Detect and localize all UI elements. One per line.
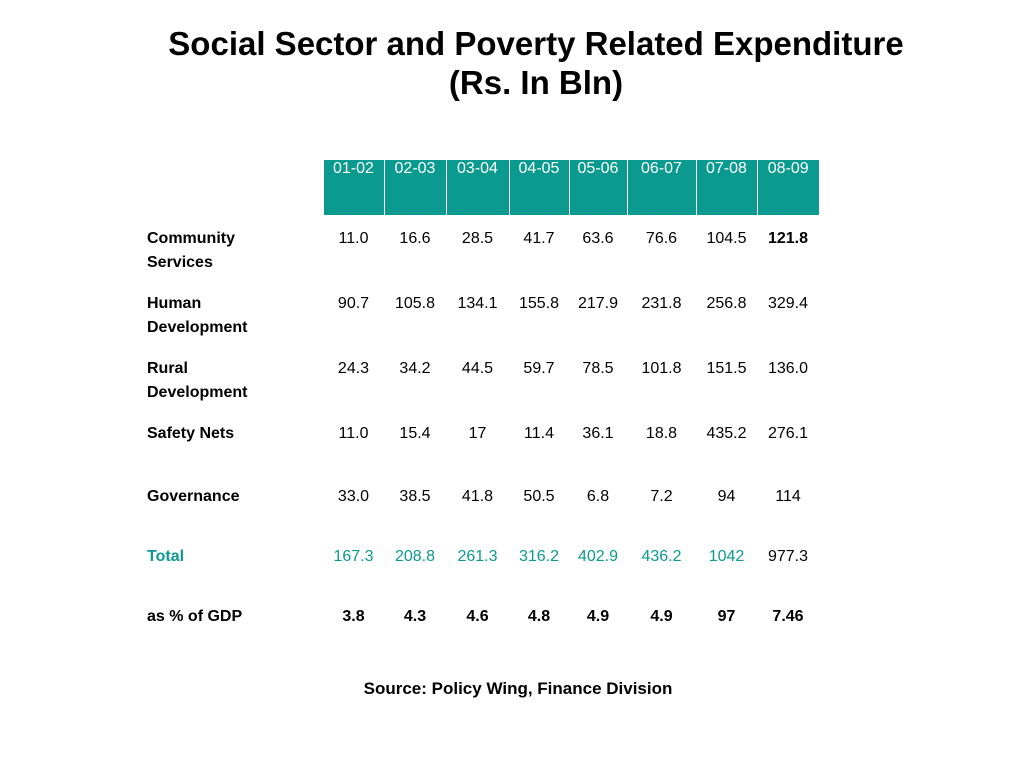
- value-cell: 155.8: [518, 295, 560, 312]
- value-cell: 4.9: [650, 608, 673, 625]
- value-cell: 329.4: [767, 295, 809, 312]
- value-cell: 435.2: [706, 425, 747, 442]
- row-label: as % of GDP: [147, 608, 243, 625]
- header-empty-cell: [147, 160, 323, 215]
- source-note: Source: Policy Wing, Finance Division: [363, 679, 673, 698]
- year-header: 08-09: [756, 160, 819, 215]
- row-label: Safety Nets: [147, 425, 235, 442]
- table-row-rural-development: Rural Development 24.3 34.2 44.5 59.7 78…: [147, 345, 819, 410]
- value-cell: 11.4: [524, 425, 554, 442]
- value-cell: 4.6: [466, 608, 489, 625]
- value-cell: 11.0: [338, 425, 369, 442]
- value-cell: 136.0: [767, 360, 809, 377]
- value-cell: 41.8: [461, 488, 494, 505]
- value-cell: 4.3: [403, 608, 427, 625]
- value-cell: 11.0: [338, 230, 369, 247]
- value-cell: 50.5: [523, 488, 555, 505]
- value-cell: 24.3: [337, 360, 370, 377]
- year-header: 05-06: [568, 160, 627, 215]
- value-cell: 17: [468, 425, 487, 442]
- title-line-1: Social Sector and Poverty Related Expend…: [168, 25, 904, 62]
- value-cell: 1042: [708, 548, 745, 565]
- value-cell: 59.7: [523, 360, 555, 377]
- value-cell: 90.7: [337, 295, 370, 312]
- value-cell: 6.8: [586, 488, 610, 505]
- value-cell: 151.5: [706, 360, 747, 377]
- value-cell: 217.9: [577, 295, 619, 312]
- year-header: 01-02: [322, 160, 384, 215]
- value-cell: 316.2: [518, 548, 560, 565]
- value-cell: 402.9: [577, 548, 619, 565]
- row-label-line-2: Services: [147, 254, 213, 271]
- value-cell: 44.5: [461, 360, 494, 377]
- value-cell: 33.0: [337, 488, 370, 505]
- value-cell: 63.6: [582, 230, 614, 247]
- value-cell: 16.6: [399, 230, 431, 247]
- value-cell: 276.1: [767, 425, 809, 442]
- header-row: 01-02 02-03 03-04 04-05 05-06 06-07 07-0…: [147, 160, 819, 215]
- row-label-line-2: Development: [147, 319, 248, 336]
- value-cell: 78.5: [582, 360, 614, 377]
- value-cell: 15.4: [399, 425, 431, 442]
- row-label: Community Services: [147, 215, 323, 280]
- value-cell: 208.8: [394, 548, 436, 565]
- year-header: 03-04: [445, 160, 509, 215]
- table-row-gdp-percent: as % of GDP 3.8 4.3 4.6 4.8 4.9 4.9 97 7…: [147, 595, 819, 655]
- year-header: 06-07: [626, 160, 696, 215]
- value-cell: 4.9: [586, 608, 610, 625]
- value-cell: 167.3: [333, 548, 374, 565]
- value-cell: 104.5: [706, 230, 747, 247]
- value-cell: 18.8: [645, 425, 678, 442]
- row-label: Human Development: [147, 280, 323, 345]
- table-row-community-services: Community Services 11.0 16.6 28.5 41.7 6…: [147, 215, 819, 280]
- year-header: 02-03: [383, 160, 446, 215]
- value-cell: 36.1: [582, 425, 614, 442]
- row-label: Governance: [147, 488, 240, 505]
- value-cell: 7.46: [772, 608, 804, 625]
- title-line-2: (Rs. In Bln): [448, 64, 624, 101]
- row-label-line-1: Community: [147, 230, 235, 247]
- expenditure-table: 01-02 02-03 03-04 04-05 05-06 06-07 07-0…: [147, 160, 819, 655]
- value-cell: 977.3: [767, 548, 809, 565]
- table-row-governance: Governance 33.0 38.5 41.8 50.5 6.8 7.2 9…: [147, 475, 819, 535]
- table-row-total: Total 167.3 208.8 261.3 316.2 402.9 436.…: [147, 535, 819, 595]
- value-cell: 101.8: [641, 360, 682, 377]
- value-cell: 34.2: [399, 360, 431, 377]
- value-cell: 231.8: [641, 295, 682, 312]
- row-label-line-2: Development: [147, 384, 248, 401]
- value-cell: 28.5: [461, 230, 494, 247]
- page-title: Social Sector and Poverty Related Expend…: [0, 24, 1024, 102]
- value-cell: 256.8: [706, 295, 747, 312]
- table-row-human-development: Human Development 90.7 105.8 134.1 155.8…: [147, 280, 819, 345]
- value-cell: 3.8: [342, 608, 365, 625]
- table-row-safety-nets: Safety Nets 11.0 15.4 17 11.4 36.1 18.8 …: [147, 410, 819, 475]
- year-header: 04-05: [508, 160, 569, 215]
- value-cell: 76.6: [645, 230, 678, 247]
- value-cell: 41.7: [523, 230, 555, 247]
- value-cell: 38.5: [399, 488, 431, 505]
- value-cell: 121.8: [767, 230, 809, 247]
- year-header: 07-08: [695, 160, 757, 215]
- row-label-line-1: Human: [147, 295, 202, 312]
- value-cell: 94: [717, 488, 736, 505]
- value-cell: 4.8: [527, 608, 551, 625]
- row-label: Total: [147, 548, 185, 565]
- value-cell: 97: [717, 608, 736, 625]
- value-cell: 261.3: [457, 548, 498, 565]
- value-cell: 105.8: [394, 295, 436, 312]
- value-cell: 114: [775, 488, 801, 505]
- row-label-line-1: Rural: [147, 360, 188, 377]
- value-cell: 436.2: [641, 548, 682, 565]
- value-cell: 7.2: [650, 488, 673, 505]
- row-label: Rural Development: [147, 345, 323, 410]
- value-cell: 134.1: [457, 295, 498, 312]
